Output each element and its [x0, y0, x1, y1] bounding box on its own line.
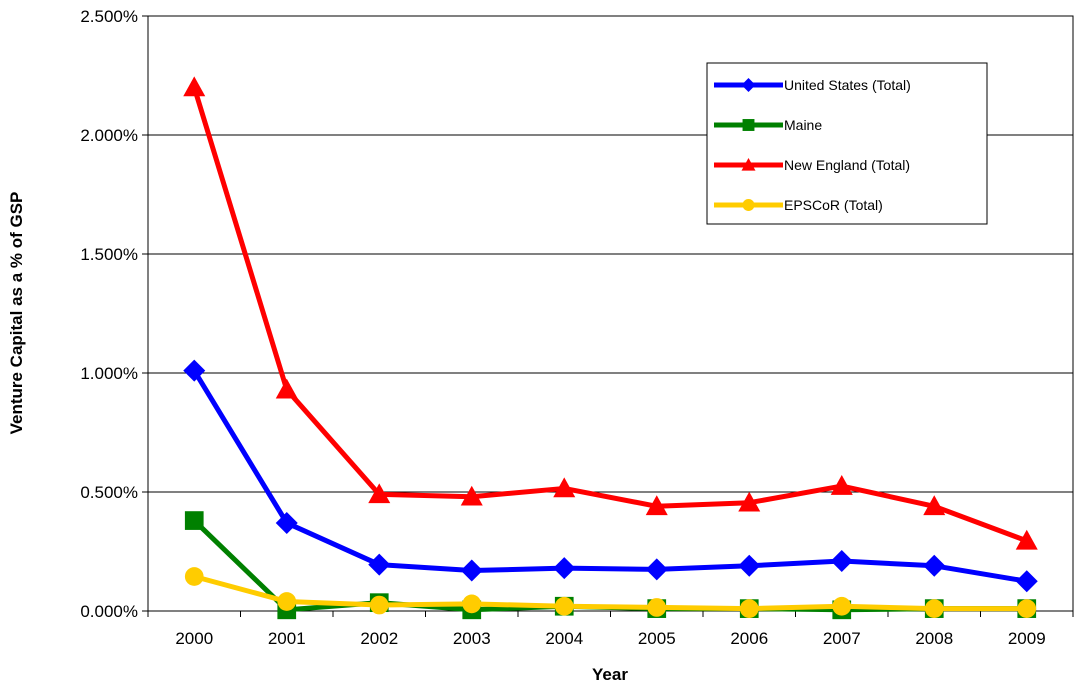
data-point [460, 485, 483, 506]
series-layer [183, 76, 1038, 620]
series-line [193, 574, 1027, 612]
x-tick-label: 2009 [1008, 629, 1046, 648]
series-line [192, 369, 1028, 584]
x-tick-label: 2006 [730, 629, 768, 648]
data-point [647, 598, 667, 617]
data-point [830, 475, 853, 495]
legend-item: United States (Total) [714, 77, 911, 93]
plot-area-border [147, 15, 1074, 612]
x-tick-label: 2002 [360, 629, 398, 648]
x-axis-ticks: 2000 2001 2002 2003 2004 2005 2006 2007 2008 2009 [147, 611, 1074, 648]
y-tick-label: 0.500% [80, 483, 138, 502]
series-3 [184, 567, 1037, 618]
legend-swatch-marker [742, 119, 755, 131]
data-point [553, 557, 576, 580]
legend-box [706, 62, 988, 225]
y-tick-label: 2.000% [80, 126, 138, 145]
data-point [1017, 599, 1037, 618]
y-axis-ticks: 0.000% 0.500% 1.000% 1.500% 2.000% 2.500% [80, 7, 148, 621]
y-tick-label: 2.500% [80, 7, 138, 26]
data-point [369, 595, 389, 615]
legend: United States (Total) Maine New England (T… [706, 62, 988, 225]
data-point [554, 596, 574, 616]
data-point [923, 554, 946, 577]
legend-item: EPSCoR (Total) [714, 197, 883, 213]
data-point [183, 76, 206, 97]
x-tick-label: 2003 [453, 629, 491, 648]
legend-label: EPSCoR (Total) [784, 197, 883, 213]
x-tick-label: 2007 [823, 629, 861, 648]
series-0 [183, 359, 1038, 593]
x-axis-title: Year [592, 665, 628, 684]
legend-item: New England (Total) [714, 157, 910, 173]
data-point [275, 378, 298, 399]
data-point [923, 495, 946, 516]
data-point [924, 599, 944, 618]
data-point [738, 491, 761, 512]
legend-label: New England (Total) [784, 157, 910, 173]
series-2 [183, 76, 1038, 550]
data-point [184, 567, 204, 586]
y-tick-label: 1.000% [80, 364, 138, 383]
data-point [462, 594, 482, 614]
legend-swatch-marker [742, 199, 755, 211]
x-tick-label: 2005 [638, 629, 676, 648]
legend-swatch-marker [741, 78, 756, 92]
y-tick-label: 0.000% [80, 602, 138, 621]
data-point [832, 596, 852, 616]
data-point [368, 553, 391, 576]
legend-label: Maine [784, 117, 822, 133]
series-line [191, 86, 1028, 544]
data-point [738, 554, 761, 577]
y-tick-label: 1.500% [80, 245, 138, 264]
data-point [645, 558, 668, 581]
data-point [739, 599, 759, 618]
data-point [368, 483, 391, 504]
data-point [830, 550, 853, 573]
data-point [645, 495, 668, 516]
x-tick-label: 2008 [915, 629, 953, 648]
data-point [184, 511, 204, 530]
data-point [275, 511, 298, 534]
y-axis-title: Venture Capital as a % of GSP [7, 192, 26, 435]
x-tick-label: 2001 [268, 629, 306, 648]
data-point [553, 477, 576, 498]
data-point [1015, 529, 1038, 550]
data-point [460, 559, 483, 582]
x-tick-label: 2004 [545, 629, 583, 648]
legend-item: Maine [714, 117, 822, 133]
gridlines [148, 15, 1073, 493]
legend-label: United States (Total) [784, 77, 911, 93]
data-point [183, 359, 206, 382]
x-tick-label: 2000 [175, 629, 213, 648]
data-point [277, 592, 297, 611]
data-point [1015, 570, 1038, 593]
legend-swatch-marker [741, 158, 756, 171]
